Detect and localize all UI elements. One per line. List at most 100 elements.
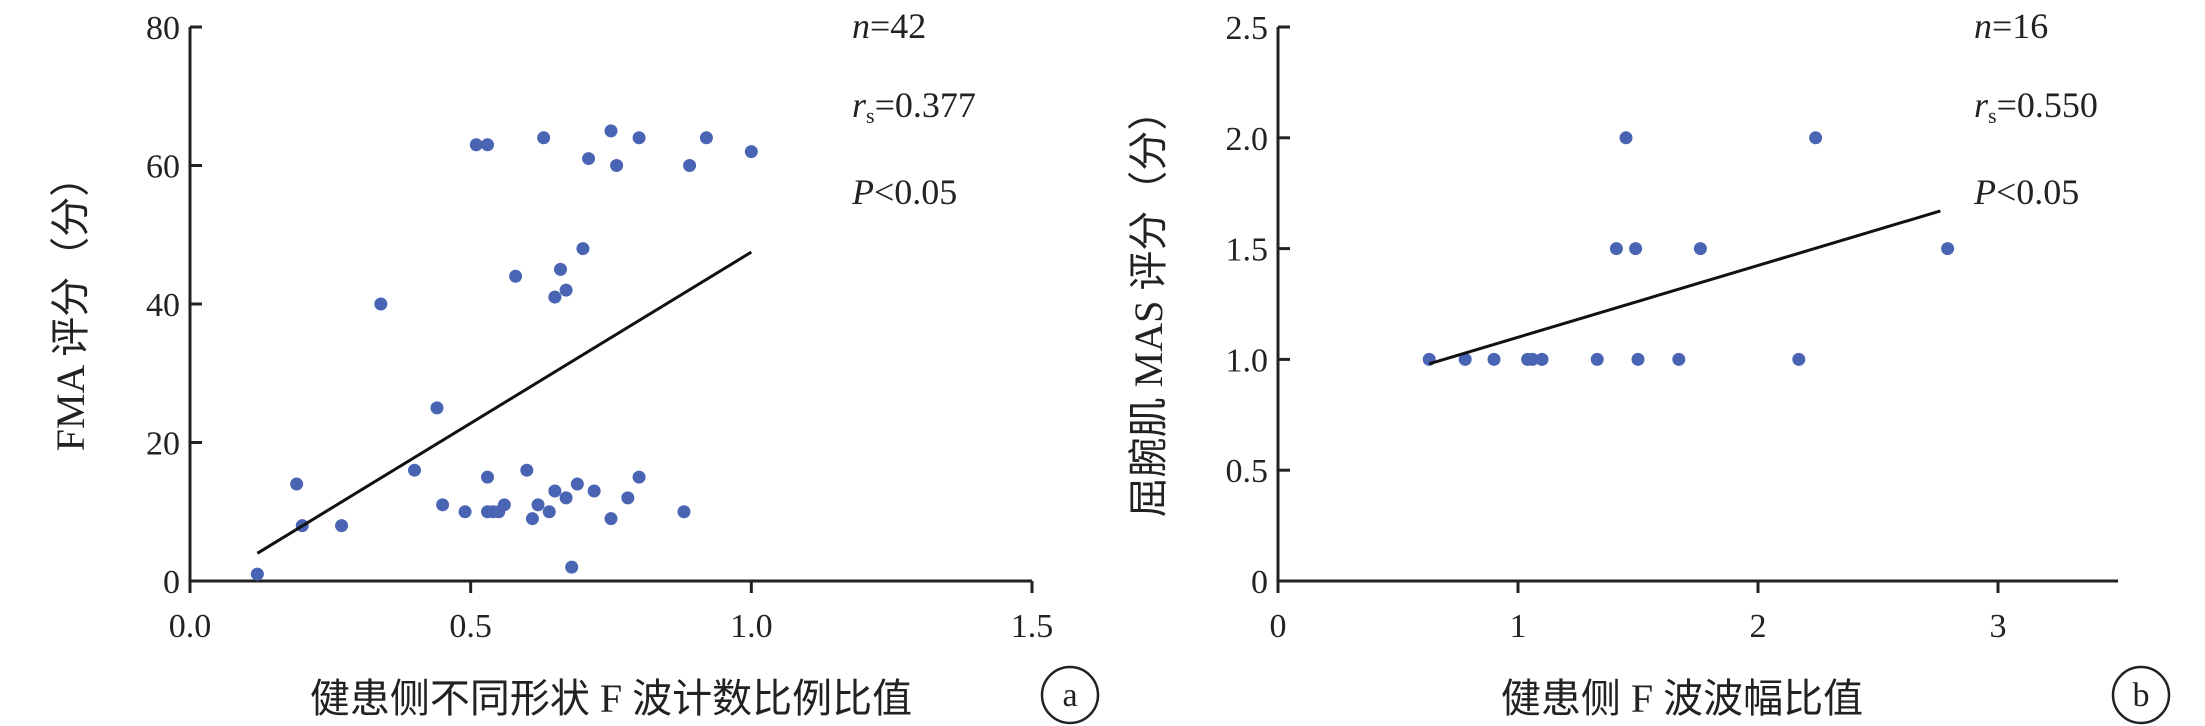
panel-a-y-label: FMA 评分（分） [48,157,93,452]
panel-a-data-point [604,124,618,138]
panel-a-data-point [481,470,495,484]
panel-b-p-value: <0.05 [1996,172,2079,212]
panel-a-points [250,124,758,581]
panel-a-y-tick-label: 20 [146,426,180,463]
panel-a-data-point [699,131,713,145]
panel-a-data-point [604,512,618,526]
panel-b-stats: n=16 rs=0.550 P<0.05 [1973,6,2098,212]
panel-a-p-value: <0.05 [874,172,957,212]
panel-a: 0 20 40 60 80 0.0 0.5 1.0 1.5 健患侧不同形状 F 波计数比例比值… [48,6,1100,725]
panel-a-data-point [497,498,511,512]
panel-b-letter-circle [2111,665,2171,725]
panel-b-data-point [1629,242,1643,256]
panel-a-data-point [582,152,596,166]
panel-b-y-tick-label: 1.5 [1226,232,1269,269]
panel-a-data-point [587,484,601,498]
panel-a-y-tick-label: 0 [163,564,180,601]
panel-b-y-label: 屈腕肌 MAS 评分（分） [1126,91,1171,518]
panel-a-letter: a [1040,665,1100,725]
panel-a-r-sub: s [866,103,875,128]
panel-a-data-point [553,262,567,276]
panel-a-data-point [542,505,556,519]
panel-b-x-label: 健患侧 F 波波幅比值 [1501,676,1863,721]
panel-a-n-value: =42 [870,6,926,46]
panel-b-x-ticks: 0 1 2 3 [1270,581,2007,645]
panel-b-data-point [1525,352,1539,366]
panel-a-data-point [683,159,697,172]
panel-a-y-tick-label: 60 [146,149,180,186]
panel-b-x-tick-label: 2 [1750,608,1767,645]
panel-a-data-point [250,567,264,581]
panel-a-y-ticks: 0 20 40 60 80 [146,10,202,601]
panel-a-data-point [559,491,573,505]
panel-a-r-value: =0.377 [875,85,976,125]
panel-a-data-point [481,138,495,152]
panel-b-r-stat: rs=0.550 [1974,85,2098,128]
panel-a-data-point [632,131,646,145]
panel-b-y-tick-label: 1.0 [1226,342,1269,379]
panel-a-data-point [576,242,590,256]
panel-a-n-stat: n=42 [852,6,926,46]
panel-b-y-ticks: 0 0.5 1.0 1.5 2.0 2.5 [1226,10,1290,601]
panel-a-data-point [430,401,444,415]
panel-b-p-stat: P<0.05 [1973,172,2079,212]
panel-a-data-point [677,505,691,519]
panel-a-fit-line [256,250,753,555]
panel-b-data-point [1809,131,1823,145]
panel-b-n-value: =16 [1992,6,2048,46]
panel-a-data-point [436,498,450,512]
panel-a-r-stat: rs=0.377 [852,85,976,128]
panel-b-data-point [1487,352,1501,366]
panel-a-data-point [335,519,349,533]
panel-a-x-tick-label: 0.0 [169,608,212,645]
panel-a-data-point [621,491,635,505]
panel-b-letter: b [2111,665,2171,725]
panel-a-data-point [290,477,304,491]
panel-a-data-point [458,505,472,519]
panel-a-data-point [374,297,388,311]
panel-a-x-tick-label: 1.5 [1011,608,1054,645]
panel-b-points [1422,131,1955,366]
panel-a-p-label: P [851,172,874,212]
panel-b-r-sub: s [1988,103,1997,128]
panel-b: 0 0.5 1.0 1.5 2.0 2.5 0 1 2 3 健患侧 F 波波幅比值 屈腕肌 MA… [1126,6,2171,725]
panel-a-letter-text: a [1062,677,1077,714]
panel-b-data-point [1792,352,1806,366]
panel-a-data-point [469,138,483,152]
panel-b-data-point [1458,352,1472,366]
panel-a-data-point [548,484,562,498]
panel-b-r-value: =0.550 [1997,85,2098,125]
panel-a-data-point [548,290,562,304]
panel-b-x-tick-label: 1 [1510,608,1527,645]
panel-b-data-point [1631,352,1645,366]
panel-a-data-point [509,269,523,283]
panel-a-x-label: 健患侧不同形状 F 波计数比例比值 [310,676,912,721]
panel-a-letter-circle [1040,665,1100,725]
panel-b-data-point [1619,131,1633,145]
panel-a-data-point [537,131,551,145]
panel-a-data-point [520,463,534,477]
panel-b-y-tick-label: 2.5 [1226,10,1269,47]
panel-b-data-point [1535,352,1549,366]
panel-a-n-label: n [852,6,870,46]
panel-b-x-tick-label: 3 [1990,608,2007,645]
panel-b-data-point [1693,242,1707,256]
panel-a-r-label: r [852,85,867,125]
panel-a-data-point [408,463,422,477]
panel-a-y-tick-label: 40 [146,287,180,324]
panel-a-y-tick-label: 80 [146,10,180,47]
panel-b-y-tick-label: 2.0 [1226,121,1269,158]
panel-b-p-label: P [1973,172,1996,212]
panel-a-x-tick-label: 0.5 [449,608,492,645]
panel-b-data-point [1941,242,1955,256]
panel-b-data-point [1609,242,1623,256]
panel-a-data-point [632,470,646,484]
panel-a-data-point [559,283,573,297]
panel-a-x-tick-label: 1.0 [730,608,773,645]
panel-b-y-tick-label: 0.5 [1226,453,1269,490]
panel-b-r-label: r [1974,85,1989,125]
panel-b-y-tick-label: 0 [1251,564,1268,601]
panel-b-x-tick-label: 0 [1270,608,1287,645]
panel-a-data-point [565,560,579,574]
